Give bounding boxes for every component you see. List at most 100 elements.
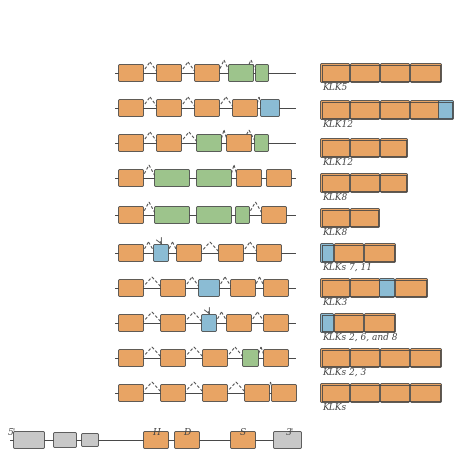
FancyBboxPatch shape: [264, 280, 289, 296]
FancyBboxPatch shape: [118, 134, 144, 151]
FancyBboxPatch shape: [438, 100, 454, 119]
FancyBboxPatch shape: [395, 279, 428, 298]
FancyBboxPatch shape: [161, 350, 185, 367]
FancyBboxPatch shape: [118, 280, 144, 296]
FancyBboxPatch shape: [219, 244, 244, 262]
FancyBboxPatch shape: [350, 174, 380, 193]
FancyBboxPatch shape: [264, 314, 289, 332]
FancyBboxPatch shape: [381, 383, 410, 402]
FancyBboxPatch shape: [237, 169, 262, 187]
FancyBboxPatch shape: [381, 100, 410, 119]
FancyBboxPatch shape: [320, 244, 334, 263]
FancyBboxPatch shape: [155, 206, 190, 224]
FancyBboxPatch shape: [350, 279, 380, 298]
FancyBboxPatch shape: [156, 64, 182, 81]
Text: KLK8: KLK8: [322, 193, 347, 202]
FancyBboxPatch shape: [174, 432, 200, 449]
Text: 5': 5': [8, 428, 16, 437]
FancyBboxPatch shape: [273, 432, 301, 449]
FancyBboxPatch shape: [202, 350, 228, 367]
FancyBboxPatch shape: [118, 100, 144, 117]
Text: H: H: [152, 428, 160, 437]
Text: KLKs: KLKs: [322, 403, 346, 412]
FancyBboxPatch shape: [197, 206, 231, 224]
FancyBboxPatch shape: [350, 208, 380, 227]
FancyBboxPatch shape: [320, 383, 349, 402]
FancyBboxPatch shape: [350, 349, 380, 368]
FancyBboxPatch shape: [230, 280, 255, 296]
FancyBboxPatch shape: [154, 244, 168, 262]
FancyBboxPatch shape: [233, 100, 257, 117]
FancyBboxPatch shape: [410, 383, 441, 402]
FancyBboxPatch shape: [335, 244, 364, 263]
FancyBboxPatch shape: [228, 64, 254, 81]
FancyBboxPatch shape: [320, 349, 349, 368]
FancyBboxPatch shape: [155, 169, 190, 187]
FancyBboxPatch shape: [320, 313, 334, 332]
FancyBboxPatch shape: [320, 63, 349, 82]
FancyBboxPatch shape: [335, 313, 364, 332]
FancyBboxPatch shape: [118, 314, 144, 332]
FancyBboxPatch shape: [320, 208, 349, 227]
FancyBboxPatch shape: [194, 100, 219, 117]
FancyBboxPatch shape: [320, 138, 349, 157]
FancyBboxPatch shape: [199, 280, 219, 296]
FancyBboxPatch shape: [118, 206, 144, 224]
FancyBboxPatch shape: [161, 384, 185, 401]
FancyBboxPatch shape: [161, 314, 185, 332]
FancyBboxPatch shape: [256, 244, 282, 262]
FancyBboxPatch shape: [118, 169, 144, 187]
FancyBboxPatch shape: [320, 100, 349, 119]
FancyBboxPatch shape: [350, 100, 380, 119]
Text: KLK3: KLK3: [322, 298, 347, 307]
Text: KLK12: KLK12: [322, 158, 353, 167]
FancyBboxPatch shape: [227, 314, 252, 332]
FancyBboxPatch shape: [261, 100, 280, 117]
FancyBboxPatch shape: [230, 432, 255, 449]
FancyBboxPatch shape: [262, 206, 286, 224]
FancyBboxPatch shape: [194, 64, 219, 81]
FancyBboxPatch shape: [350, 383, 380, 402]
FancyBboxPatch shape: [197, 169, 231, 187]
FancyBboxPatch shape: [161, 280, 185, 296]
Text: KLK5: KLK5: [322, 83, 347, 92]
FancyBboxPatch shape: [255, 134, 268, 151]
Text: KLKs 2, 3: KLKs 2, 3: [322, 368, 366, 377]
FancyBboxPatch shape: [365, 313, 395, 332]
FancyBboxPatch shape: [227, 134, 252, 151]
FancyBboxPatch shape: [255, 64, 268, 81]
Text: KLK12: KLK12: [322, 120, 353, 129]
FancyBboxPatch shape: [410, 100, 439, 119]
FancyBboxPatch shape: [320, 174, 349, 193]
FancyBboxPatch shape: [144, 432, 168, 449]
FancyBboxPatch shape: [197, 134, 221, 151]
Text: KLKs 7, 11: KLKs 7, 11: [322, 263, 372, 272]
FancyBboxPatch shape: [156, 134, 182, 151]
FancyBboxPatch shape: [13, 432, 45, 449]
FancyBboxPatch shape: [365, 244, 395, 263]
FancyBboxPatch shape: [410, 349, 441, 368]
FancyBboxPatch shape: [381, 349, 410, 368]
FancyBboxPatch shape: [410, 63, 441, 82]
FancyBboxPatch shape: [243, 350, 258, 367]
FancyBboxPatch shape: [118, 244, 144, 262]
FancyBboxPatch shape: [176, 244, 201, 262]
FancyBboxPatch shape: [118, 350, 144, 367]
FancyBboxPatch shape: [236, 206, 249, 224]
FancyBboxPatch shape: [82, 433, 99, 446]
FancyBboxPatch shape: [380, 279, 394, 298]
FancyBboxPatch shape: [54, 432, 76, 448]
Text: 3': 3': [286, 428, 294, 437]
FancyBboxPatch shape: [202, 384, 228, 401]
FancyBboxPatch shape: [381, 174, 408, 193]
FancyBboxPatch shape: [264, 350, 289, 367]
FancyBboxPatch shape: [381, 138, 408, 157]
FancyBboxPatch shape: [350, 138, 380, 157]
FancyBboxPatch shape: [272, 384, 297, 401]
FancyBboxPatch shape: [201, 314, 217, 332]
FancyBboxPatch shape: [320, 279, 349, 298]
FancyBboxPatch shape: [118, 384, 144, 401]
FancyBboxPatch shape: [245, 384, 270, 401]
FancyBboxPatch shape: [350, 63, 380, 82]
FancyBboxPatch shape: [118, 64, 144, 81]
